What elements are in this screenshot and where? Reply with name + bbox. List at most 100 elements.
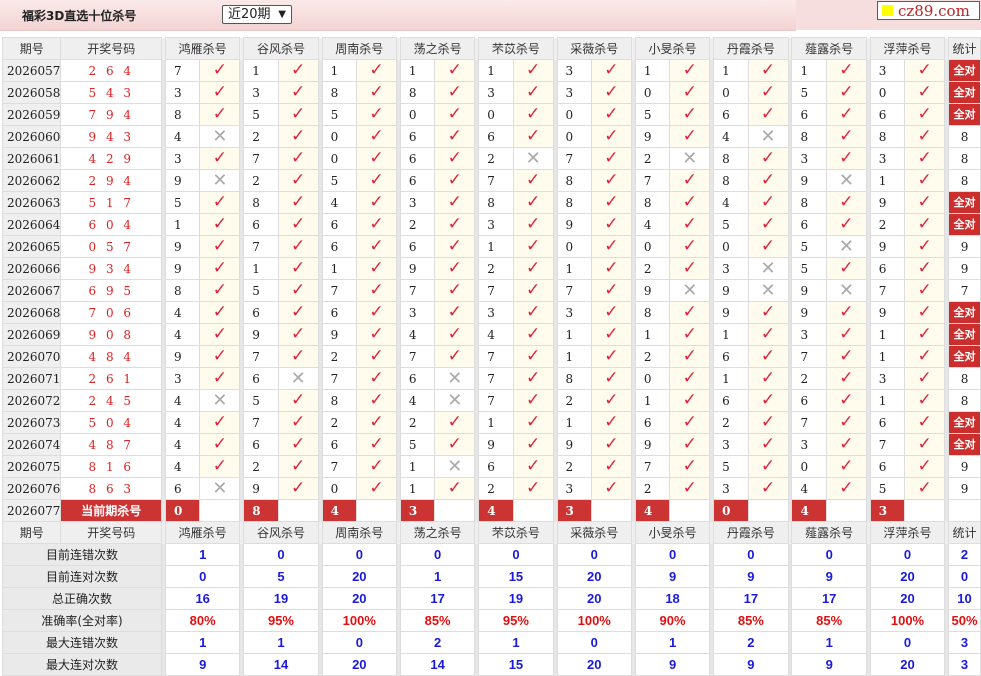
checkmark-icon: ✓ (277, 191, 319, 214)
draw-number: 4 2 9 (60, 147, 163, 170)
column-divider (944, 477, 949, 500)
column-divider (396, 235, 401, 258)
kill-number: 1 (556, 323, 592, 346)
site-logo[interactable]: cz89.com (877, 1, 980, 20)
table-row: 2026058 5 4 3 3 ✓ 3 ✓ 8 ✓ 8 ✓ 3 ✓ 3 ✓ 0 ✓ 0 ✓ 5 ✓ 0 ✓ 全对 (1, 81, 981, 104)
column-divider (709, 301, 714, 324)
column-divider (318, 213, 323, 236)
checkmark-icon: ✓ (904, 455, 946, 478)
column-divider (161, 37, 166, 60)
stats-value: 2 (713, 631, 789, 654)
checkmark-icon: ✓ (590, 191, 632, 214)
column-divider (788, 455, 792, 478)
checkmark-icon: ✓ (277, 345, 319, 368)
checkmark-icon: ✓ (434, 125, 476, 148)
column-divider (631, 279, 636, 302)
kill-number: 9 (478, 433, 514, 456)
checkmark-icon: ✓ (512, 125, 554, 148)
column-divider (944, 521, 949, 544)
kill-number: 0 (321, 147, 357, 170)
checkmark-icon: ✓ (747, 235, 789, 258)
column-divider (631, 345, 636, 368)
stats-value: 15 (478, 565, 554, 588)
column-divider (161, 279, 166, 302)
kill-number: 8 (243, 191, 279, 214)
column-divider (944, 257, 949, 280)
column-divider (944, 169, 949, 192)
checkmark-icon: ✓ (590, 323, 632, 346)
kill-number: 1 (634, 59, 671, 82)
column-divider (396, 609, 401, 632)
column-divider (474, 411, 479, 434)
checkmark-icon: ✓ (277, 279, 319, 302)
checkmark-icon: ✓ (434, 59, 476, 82)
header-draw: 开奖号码 (60, 521, 163, 544)
header-expert: 丹霞杀号 (713, 521, 789, 544)
column-divider (474, 301, 479, 324)
kill-number: 9 (243, 323, 279, 346)
checkmark-icon: ✓ (825, 59, 867, 82)
kill-number: 9 (791, 279, 827, 302)
kill-number: 1 (634, 323, 671, 346)
current-kill-number: 3 (399, 499, 436, 522)
checkmark-icon: ✓ (512, 301, 554, 324)
checkmark-icon: ✓ (590, 433, 632, 456)
checkmark-icon: ✓ (434, 345, 476, 368)
kill-number: 6 (243, 213, 279, 236)
stats-label: 最大连对次数 (1, 653, 163, 676)
stats-value: 19 (243, 587, 319, 610)
kill-number: 0 (556, 235, 592, 258)
checkmark-icon: ✓ (669, 301, 711, 324)
kill-number: 6 (243, 367, 279, 390)
checkmark-icon: ✓ (825, 345, 867, 368)
checkmark-icon: ✓ (199, 59, 241, 82)
kill-number: 2 (791, 367, 827, 390)
kill-number: 6 (399, 125, 436, 148)
table-row: 2026065 0 5 7 9 ✓ 7 ✓ 6 ✓ 6 ✓ 1 ✓ 0 ✓ 0 ✓ 0 ✓ 5 ✕ 9 ✓ 9 (1, 235, 981, 258)
column-divider (474, 543, 479, 566)
draw-number: 2 6 1 (60, 367, 163, 390)
column-divider (318, 147, 323, 170)
column-divider (239, 147, 244, 170)
column-divider (553, 125, 557, 148)
current-kill-number: 4 (321, 499, 357, 522)
column-divider (944, 499, 949, 522)
column-divider (474, 389, 479, 412)
checkmark-icon: ✓ (747, 147, 789, 170)
kill-number: 4 (713, 191, 749, 214)
column-divider (553, 323, 557, 346)
table-row: 2026059 7 9 4 8 ✓ 5 ✓ 5 ✓ 0 ✓ 0 ✓ 0 ✓ 5 ✓ 6 ✓ 6 ✓ 6 ✓ 全对 (1, 103, 981, 126)
checkmark-icon: ✓ (355, 411, 398, 434)
checkmark-icon: ✓ (277, 477, 319, 500)
stats-value: 95% (243, 609, 319, 632)
column-divider (944, 345, 949, 368)
kill-number: 3 (243, 81, 279, 104)
column-divider (866, 477, 871, 500)
kill-number: 6 (478, 125, 514, 148)
header-expert: 荡之杀号 (399, 37, 476, 60)
column-divider (553, 59, 557, 82)
column-divider (709, 279, 714, 302)
header-expert: 浮萍杀号 (869, 37, 946, 60)
issue-number: 2026074 (1, 433, 62, 456)
kill-number: 6 (399, 169, 436, 192)
checkmark-icon: ✓ (669, 455, 711, 478)
header-stat: 统计 (948, 521, 981, 544)
cross-icon: ✕ (747, 279, 789, 302)
kill-number: 2 (634, 477, 671, 500)
column-divider (944, 367, 949, 390)
empty-cell (948, 499, 981, 522)
checkmark-icon: ✓ (904, 235, 946, 258)
period-select[interactable]: 近20期 ▼ (222, 5, 292, 24)
issue-number: 2026066 (1, 257, 62, 280)
kill-number: 6 (321, 213, 357, 236)
stats-value: 9 (791, 565, 867, 588)
column-divider (318, 609, 323, 632)
draw-number: 7 9 4 (60, 103, 163, 126)
table-row: 2026066 9 3 4 9 ✓ 1 ✓ 1 ✓ 9 ✓ 2 ✓ 1 ✓ 2 ✓ 3 ✕ 5 ✓ 6 ✓ 9 (1, 257, 981, 280)
kill-number: 8 (869, 125, 906, 148)
cross-icon: ✕ (199, 477, 241, 500)
stats-label: 目前连对次数 (1, 565, 163, 588)
column-divider (161, 477, 166, 500)
checkmark-icon: ✓ (355, 169, 398, 192)
